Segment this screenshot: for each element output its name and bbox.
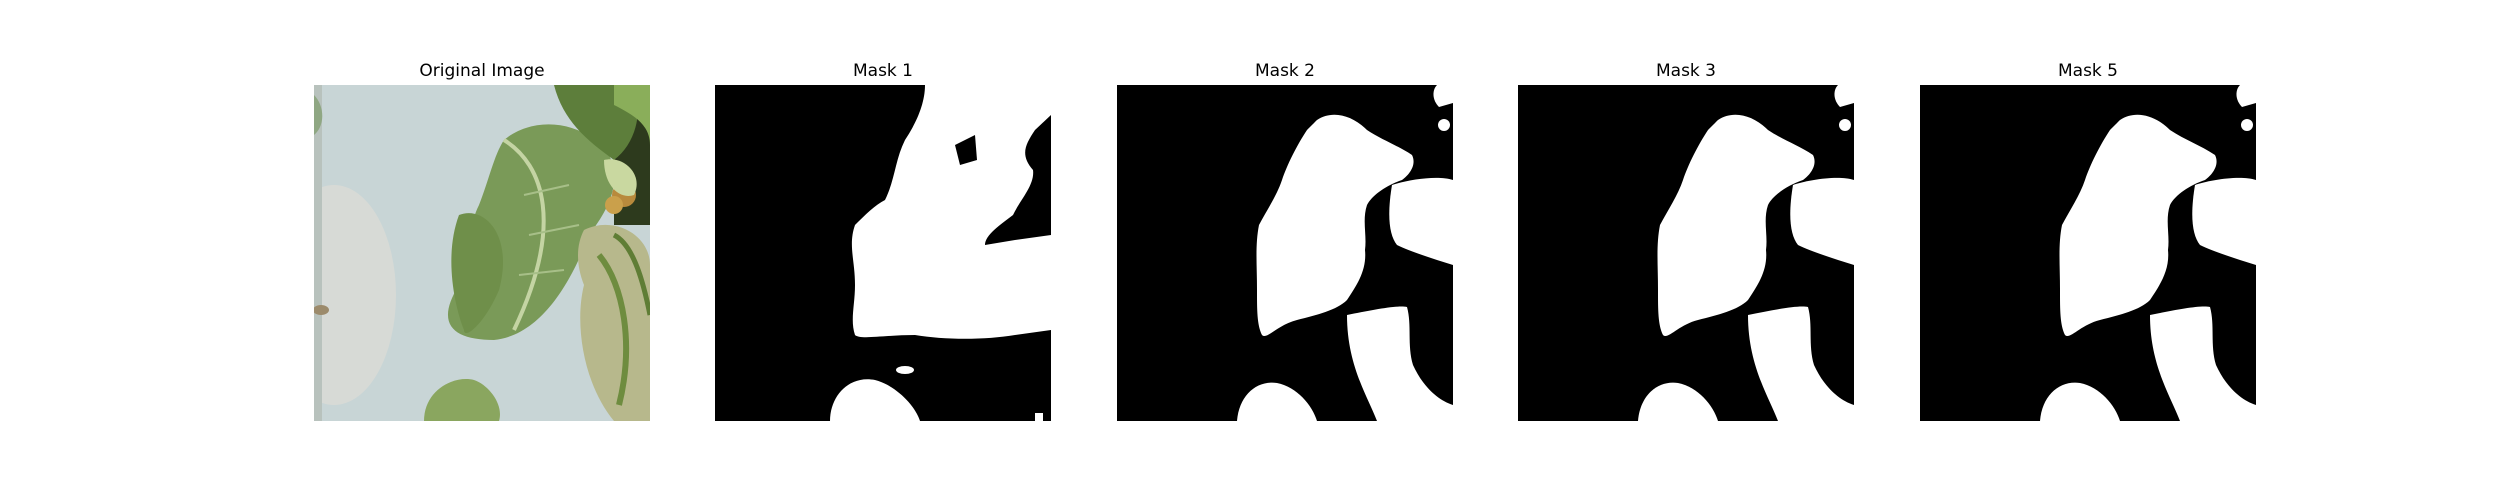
panel-title: Mask 1 — [852, 61, 913, 81]
original-image — [314, 85, 650, 421]
mask-image-2 — [1117, 85, 1453, 421]
panel-title: Mask 2 — [1254, 61, 1315, 81]
mask-image-3 — [1518, 85, 1854, 421]
panel-title: Mask 3 — [1655, 61, 1716, 81]
mask-1-shape — [715, 85, 1051, 421]
mask-image-1 — [715, 85, 1051, 421]
panel-title: Original Image — [419, 61, 545, 81]
mask-3-shape — [1518, 85, 1854, 421]
panel-title: Mask 5 — [2057, 61, 2118, 81]
mask-image-5 — [1920, 85, 2256, 421]
mask-5-shape — [1920, 85, 2256, 421]
leaf-photo — [314, 85, 650, 421]
mask-2-shape — [1117, 85, 1453, 421]
